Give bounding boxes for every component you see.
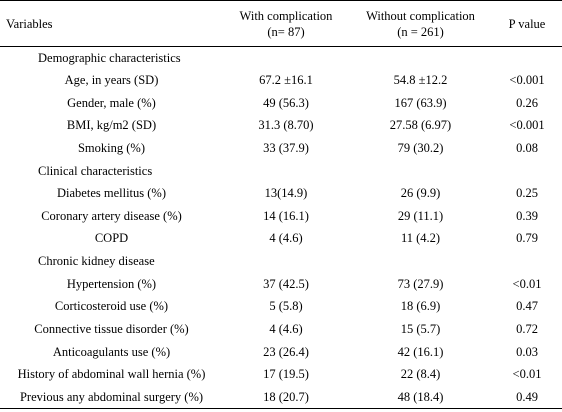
without-complication-cell: 15 (5.7) <box>400 322 441 336</box>
table-header: Variables With complication (n= 87) With… <box>0 0 562 47</box>
with-complication-cell: 13(14.9) <box>264 186 308 201</box>
header-variables: Variables <box>0 0 223 47</box>
table-row: Connective tissue disorder (%) 4 (4.6) 15 … <box>0 318 562 341</box>
with-complication-cell: 17 (19.5) <box>263 367 309 382</box>
table-row: Hypertension (%) 37 (42.5) 73 (27.9) <0.01 <box>0 273 562 296</box>
variable-cell: Gender, male (%) <box>67 95 156 110</box>
with-complication-cell: 23 (26.4) <box>263 344 309 359</box>
p-value-cell: 0.49 <box>492 386 562 410</box>
p-value-cell: 0.39 <box>516 208 538 223</box>
header-with-complication-title: With complication <box>239 8 333 23</box>
p-value-cell: <0.01 <box>512 276 542 291</box>
table-body: Demographic characteristics Age, in years… <box>0 47 562 410</box>
variable-cell: Smoking (%) <box>77 140 145 155</box>
header-with-complication: With complication (n= 87) <box>223 0 349 47</box>
p-value-cell: 0.26 <box>516 95 538 110</box>
table-row: History of abdominal wall hernia (%) 17 (… <box>0 363 562 386</box>
variable-cell: Coronary artery disease (%) <box>41 208 182 223</box>
variable-cell: Age, in years (SD) <box>64 72 159 87</box>
section-heading: Clinical characteristics <box>38 163 153 178</box>
p-value-cell: 0.47 <box>516 299 538 314</box>
variable-cell: Connective tissue disorder (%) <box>34 322 189 336</box>
without-complication-cell: 11 (4.2) <box>400 231 441 246</box>
header-p-value: P value <box>492 0 562 47</box>
with-complication-cell: 14 (16.1) <box>263 208 309 223</box>
variable-cell: COPD <box>94 231 129 246</box>
without-complication-cell: 22 (8.4) <box>400 367 441 382</box>
with-complication-cell: 5 (5.8) <box>269 299 303 314</box>
without-complication-cell: 73 (27.9) <box>397 276 444 291</box>
p-value-cell: <0.001 <box>509 72 545 87</box>
variable-cell: Diabetes mellitus (%) <box>57 186 166 201</box>
without-complication-cell: 48 (18.4) <box>349 386 492 410</box>
with-complication-cell: 67.2 ±16.1 <box>259 72 313 87</box>
section-heading: Chronic kidney disease <box>38 254 155 269</box>
with-complication-cell: 49 (56.3) <box>263 95 309 110</box>
without-complication-cell: 27.58 (6.97) <box>389 118 452 133</box>
variable-cell: Hypertension (%) <box>66 276 157 291</box>
without-complication-cell: 54.8 ±12.2 <box>393 72 448 87</box>
table-row: Coronary artery disease (%) 14 (16.1) 29 (… <box>0 205 562 228</box>
variable-cell: Anticoagulants use (%) <box>52 344 171 359</box>
p-value-cell: 0.79 <box>516 231 538 246</box>
p-value-cell: <0.001 <box>509 118 545 133</box>
table-row: Anticoagulants use (%) 23 (26.4) 42 (16.1)… <box>0 341 562 364</box>
with-complication-cell: 4 (4.6) <box>269 231 303 246</box>
section-heading: Demographic characteristics <box>38 50 181 65</box>
variable-cell: History of abdominal wall hernia (%) <box>17 367 206 382</box>
with-complication-cell: 31.3 (8.70) <box>258 118 314 133</box>
section-row: Demographic characteristics <box>0 47 562 70</box>
header-p-value-text: P value <box>508 16 546 31</box>
without-complication-cell: 29 (11.1) <box>397 208 444 223</box>
without-complication-cell: 26 (9.9) <box>400 186 441 201</box>
table-row: COPD 4 (4.6) 11 (4.2) 0.79 <box>0 228 562 251</box>
p-value-cell: <0.01 <box>512 367 542 382</box>
header-without-complication-n: (n = 261) <box>397 24 444 39</box>
without-complication-cell: 42 (16.1) <box>397 344 444 359</box>
p-value-cell: 0.72 <box>516 322 538 336</box>
section-row: Clinical characteristics <box>0 160 562 183</box>
header-without-complication: Without complication (n = 261) <box>349 0 492 47</box>
with-complication-cell: 37 (42.5) <box>263 276 309 291</box>
variable-cell: Corticosteroid use (%) <box>54 299 169 314</box>
header-row: Variables With complication (n= 87) With… <box>0 0 562 47</box>
section-row: Chronic kidney disease <box>0 250 562 273</box>
with-complication-cell: 33 (37.9) <box>263 140 309 155</box>
without-complication-cell: 167 (63.9) <box>394 95 447 110</box>
p-value-cell: 0.08 <box>516 140 538 155</box>
table-row: Diabetes mellitus (%) 13(14.9) 26 (9.9) 0.2… <box>0 182 562 205</box>
header-variables-text: Variables <box>6 16 53 31</box>
variable-cell: Previous any abdominal surgery (%) <box>0 386 223 410</box>
table-row: Corticosteroid use (%) 5 (5.8) 18 (6.9) 0.4… <box>0 296 562 319</box>
table-row: Previous any abdominal surgery (%) 18 (20… <box>0 386 562 410</box>
variable-cell: BMI, kg/m2 (SD) <box>66 118 157 133</box>
table-row: BMI, kg/m2 (SD) 31.3 (8.70) 27.58 (6.97) <0… <box>0 114 562 137</box>
with-complication-cell: 4 (4.6) <box>269 322 303 336</box>
without-complication-cell: 79 (30.2) <box>397 140 444 155</box>
table-row: Smoking (%) 33 (37.9) 79 (30.2) 0.08 <box>0 137 562 160</box>
without-complication-cell: 18 (6.9) <box>400 299 441 314</box>
with-complication-cell: 18 (20.7) <box>223 386 349 410</box>
header-with-complication-n: (n= 87) <box>267 24 305 39</box>
table-row: Gender, male (%) 49 (56.3) 167 (63.9) 0.26 <box>0 92 562 115</box>
table-row: Age, in years (SD) 67.2 ±16.1 54.8 ±12.2 <0… <box>0 69 562 92</box>
header-without-complication-title: Without complication <box>366 8 475 23</box>
p-value-cell: 0.25 <box>516 186 538 201</box>
p-value-cell: 0.03 <box>516 344 538 359</box>
